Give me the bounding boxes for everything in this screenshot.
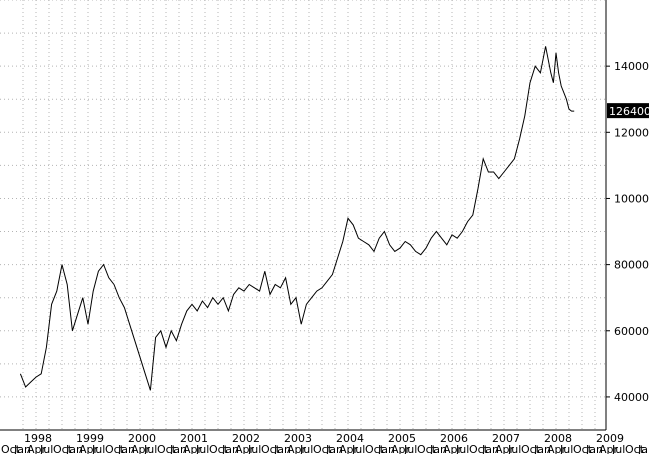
x-month-label: Oct [53,443,73,454]
x-month-label: Apr [131,443,151,454]
axes [0,0,607,431]
x-month-label: Oct [417,443,437,454]
y-tick-label: 80000.0 [614,259,649,272]
x-month-label: Oct [625,443,645,454]
x-month-label: Jul [195,443,209,454]
gridlines [0,0,606,431]
x-month-label: Oct [469,443,489,454]
x-year-label: 2001 [180,432,208,445]
last-value-label: 126400. [609,105,649,118]
x-month-label: Jan [533,443,551,454]
x-month-label: Jul [403,443,417,454]
last-value-box [607,103,649,119]
y-tick-label: 140000. [614,60,649,73]
x-month-label: Jan [377,443,395,454]
x-month-label: Jan [221,443,239,454]
x-month-label: Oct [313,443,333,454]
x-month-label: Oct [105,443,125,454]
x-month-label: Apr [443,443,463,454]
x-month-label: Jul [559,443,573,454]
x-month-label: Jul [91,443,105,454]
y-tick-label: 60000.0 [614,325,649,338]
x-year-labels: 1998 1999 2000 2001 2002 2003 2004 2005 2006 2007… [24,432,624,445]
x-month-label: Apr [27,443,47,454]
x-year-label: 1999 [76,432,104,445]
series-line-0 [19,46,575,391]
x-month-label: Jan [429,443,447,454]
x-month-label: Oct [209,443,229,454]
y-tick-labels: 40000.0 60000.0 80000.0 100000. 120000. 14000… [606,60,649,404]
x-month-label: Jul [143,443,157,454]
x-month-label: Oct [261,443,281,454]
x-month-label: Jan [65,443,83,454]
x-month-label: Jul [611,443,625,454]
x-month-label: Jul [299,443,313,454]
last-value-marker: 126400. [607,103,649,119]
x-month-label: Apr [495,443,515,454]
x-year-label: 2009 [596,432,624,445]
x-month-label: Apr [547,443,567,454]
x-month-label: Oct [365,443,385,454]
x-month-label: Jan [117,443,135,454]
x-month-label: Jan [273,443,291,454]
x-month-label: Jan [325,443,343,454]
x-year-label: 2008 [544,432,572,445]
x-month-label: Jan [585,443,603,454]
x-month-label: Oct [521,443,541,454]
x-month-label: Jul [247,443,261,454]
x-month-label: Apr [391,443,411,454]
x-year-label: 1998 [24,432,52,445]
x-month-label: Apr [599,443,619,454]
y-tick-label: 100000. [614,192,649,205]
x-month-label: Jul [351,443,365,454]
x-month-label: Oct [573,443,593,454]
x-year-label: 2006 [440,432,468,445]
x-month-label: Apr [183,443,203,454]
x-month-label: Jan [13,443,31,454]
x-year-label: 2005 [388,432,416,445]
y-tick-label: 120000. [614,126,649,139]
x-year-label: 2007 [492,432,520,445]
x-month-label: Jan [169,443,187,454]
x-month-label: Apr [287,443,307,454]
x-year-label: 2003 [284,432,312,445]
series [19,46,575,391]
x-year-label: 2002 [232,432,260,445]
x-month-label: Oct [157,443,177,454]
x-month-label: Apr [339,443,359,454]
x-year-label: 2004 [336,432,364,445]
x-month-label: Jan [481,443,499,454]
x-month-label: Jul [455,443,469,454]
x-month-label: Apr [79,443,99,454]
y-tick-label: 40000.0 [614,391,649,404]
x-month-label: Jul [507,443,521,454]
x-year-label: 2000 [128,432,156,445]
x-month-label: Jan [637,443,649,454]
x-month-label: Oct [1,443,21,454]
x-month-label: Jul [39,443,53,454]
x-month-label: Apr [235,443,255,454]
